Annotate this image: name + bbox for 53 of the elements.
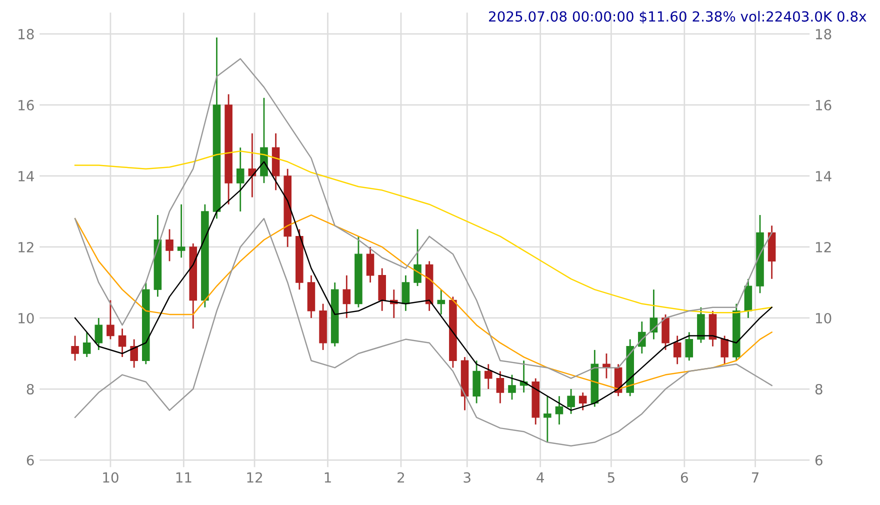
- x-tick-label: 10: [103, 472, 118, 483]
- candlestick: [685, 332, 694, 362]
- y2-tick-label: 8: [815, 384, 822, 394]
- y2-tick-label: 16: [816, 100, 832, 110]
- chart-title: 2025.07.08 00:00:00 $11.60 2.38% vol:22403.0K 0.8x: [489, 10, 866, 24]
- x-tick-label: 5: [608, 472, 614, 483]
- candlestick: [236, 146, 244, 212]
- candlestick: [720, 335, 728, 365]
- x-tick-label: 4: [536, 472, 544, 483]
- candlestick: [94, 317, 103, 351]
- y-tick-label: 12: [18, 242, 34, 252]
- candlestick: [177, 204, 186, 258]
- x-tick-label: 2: [398, 472, 404, 483]
- candlestick: [555, 395, 564, 426]
- y-tick-label: 14: [18, 171, 34, 182]
- candlestick: [567, 388, 575, 415]
- y2-tick-label: 10: [816, 312, 832, 324]
- candlestick: [508, 374, 516, 400]
- y-tick-label: 6: [26, 454, 34, 466]
- candlestick: [166, 228, 174, 262]
- y-tick-label: 18: [18, 28, 34, 40]
- candlestick: [437, 288, 446, 316]
- y2-tick-label: 12: [816, 242, 831, 252]
- x-tick-label: 6: [680, 472, 688, 483]
- candlestick: [342, 274, 351, 319]
- line-series: [74, 150, 772, 314]
- y-tick-label: 16: [18, 100, 34, 110]
- candlestick: [71, 335, 79, 362]
- x-tick-label: 11: [176, 472, 192, 483]
- y-tick-label: 8: [26, 384, 34, 394]
- candlestick: [544, 395, 552, 443]
- x-tick-label: 12: [247, 472, 262, 483]
- candlestick: [118, 328, 126, 358]
- candlestick: [414, 228, 422, 287]
- candlestick: [578, 392, 587, 412]
- line-series: [74, 218, 772, 446]
- candlestick: [673, 335, 682, 365]
- y-tick-label: 10: [18, 312, 34, 324]
- x-tick-label: 1: [324, 472, 331, 483]
- candlestick: [402, 274, 410, 312]
- x-tick-label: 3: [464, 472, 470, 483]
- line-series: [74, 161, 772, 411]
- x-tick-label: 7: [752, 472, 759, 483]
- candlestick: [82, 332, 91, 358]
- y2-tick-label: 6: [815, 454, 822, 466]
- y2-tick-label: 18: [816, 28, 832, 40]
- line-series: [74, 214, 772, 390]
- candlestick: [106, 300, 114, 340]
- y2-tick-label: 14: [816, 171, 832, 182]
- candlestick: [496, 370, 504, 404]
- candlestick: [130, 338, 138, 368]
- candlestick: [484, 363, 492, 390]
- candlestick: [366, 246, 374, 284]
